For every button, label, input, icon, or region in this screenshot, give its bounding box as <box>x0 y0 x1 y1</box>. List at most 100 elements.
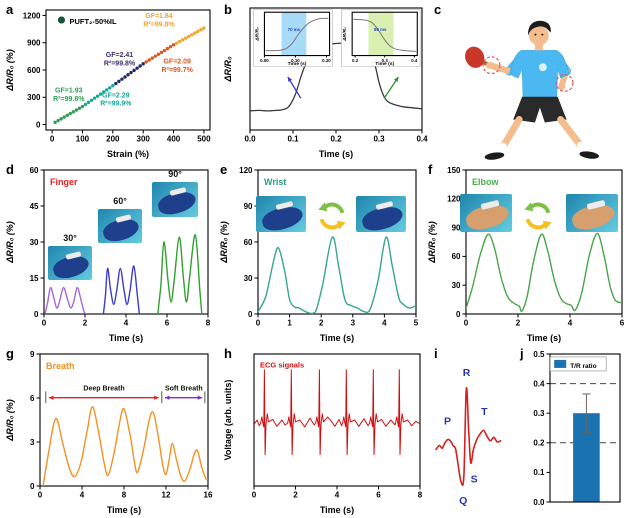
svg-text:T: T <box>481 406 488 418</box>
svg-text:60: 60 <box>452 252 461 261</box>
svg-text:0: 0 <box>50 135 55 144</box>
panel-i: i P Q R S T <box>432 346 518 516</box>
svg-text:30: 30 <box>30 238 39 247</box>
svg-text:4: 4 <box>80 491 85 500</box>
panel-letter-h: h <box>224 346 232 361</box>
svg-text:Time (s): Time (s) <box>320 505 354 515</box>
svg-text:4: 4 <box>382 319 387 328</box>
panel-letter-c: c <box>434 2 442 17</box>
finger-angle-label-30: 30° <box>63 233 77 243</box>
svg-text:60: 60 <box>244 238 253 247</box>
svg-text:90: 90 <box>244 202 253 211</box>
svg-text:0.3: 0.3 <box>382 58 389 63</box>
svg-text:0: 0 <box>36 120 41 129</box>
svg-text:15: 15 <box>30 274 39 283</box>
svg-text:Time (s): Time (s) <box>527 333 561 343</box>
svg-text:3: 3 <box>30 438 35 447</box>
svg-text:6: 6 <box>30 394 35 403</box>
panel-letter-j: j <box>520 346 524 361</box>
svg-text:90: 90 <box>452 223 461 232</box>
player-left-hand <box>558 83 566 91</box>
svg-text:0.2: 0.2 <box>330 135 342 144</box>
svg-text:1200: 1200 <box>23 11 41 20</box>
player-eye-right <box>541 33 544 36</box>
panel-h: h 0 2 4 6 8 Time (s) Voltage (arb. units) ECG s… <box>222 346 428 516</box>
svg-text:70 ms: 70 ms <box>288 27 301 32</box>
svg-text:Time (s): Time (s) <box>375 61 394 67</box>
svg-text:0.4: 0.4 <box>416 135 428 144</box>
svg-text:ΔR/R₀ (%): ΔR/R₀ (%) <box>219 221 229 264</box>
panel-letter-d: d <box>6 162 14 177</box>
svg-text:300: 300 <box>137 135 151 144</box>
svg-text:ECG signals: ECG signals <box>260 361 304 370</box>
svg-text:1: 1 <box>287 319 292 328</box>
svg-text:ΔR/R₀: ΔR/R₀ <box>342 27 348 42</box>
svg-text:8: 8 <box>122 491 127 500</box>
player-left-shoe <box>579 151 600 159</box>
svg-text:8: 8 <box>418 491 423 500</box>
player-hair <box>528 20 551 36</box>
svg-text:30: 30 <box>452 281 461 290</box>
svg-text:0.20: 0.20 <box>322 58 331 63</box>
svg-text:Wrist: Wrist <box>264 177 286 187</box>
panel-d: d 0 2 4 6 8 0 15 30 45 60 Time (s) ΔR/R₀ (%) Finger … <box>4 162 216 344</box>
svg-text:400: 400 <box>167 135 181 144</box>
svg-text:0: 0 <box>34 310 39 319</box>
svg-text:Time (s): Time (s) <box>107 505 141 515</box>
svg-text:ΔR/R₀ (%): ΔR/R₀ (%) <box>5 399 15 442</box>
svg-text:4: 4 <box>335 491 340 500</box>
wrist-photo-right <box>356 196 406 232</box>
svg-text:0.2: 0.2 <box>533 439 545 448</box>
svg-text:Voltage (arb. units): Voltage (arb. units) <box>223 380 233 461</box>
tr-ratio-bar-chart: 0.0 0.1 0.2 0.3 0.4 0.5 T/R ratio <box>533 350 621 507</box>
svg-text:3: 3 <box>351 319 356 328</box>
panel-f: f 0 2 4 6 0 30 60 90 120 150 Time (s) ΔR/R₀ (%) Elbo… <box>426 162 630 344</box>
svg-text:0.4: 0.4 <box>533 379 545 388</box>
svg-text:80 ms: 80 ms <box>374 27 387 32</box>
player-eye-left <box>534 33 537 36</box>
panel-letter-g: g <box>6 346 14 361</box>
recycle-arrows-icon <box>522 200 554 232</box>
svg-text:0: 0 <box>38 491 43 500</box>
player-right-leg <box>499 116 523 150</box>
player-left-leg <box>557 116 584 149</box>
svg-text:150: 150 <box>447 166 461 175</box>
svg-text:R: R <box>463 367 471 379</box>
finger-bending-chart: 0 2 4 6 8 0 15 30 45 60 Time (s) ΔR/R₀ (%) Finger <box>5 166 211 343</box>
svg-text:0: 0 <box>456 310 461 319</box>
svg-text:200: 200 <box>106 135 120 144</box>
svg-text:2: 2 <box>83 319 88 328</box>
svg-text:60: 60 <box>30 166 39 175</box>
panel-letter-e: e <box>220 162 228 177</box>
svg-text:4: 4 <box>124 319 129 328</box>
svg-text:2: 2 <box>293 491 298 500</box>
panel-e: e 0 1 2 3 4 5 0 30 60 90 120 Time (s) ΔR/R₀ (%) Wrist <box>218 162 424 344</box>
panel-letter-a: a <box>6 2 14 17</box>
recycle-arrows-icon <box>316 200 348 232</box>
finger-angle-label-90: 90° <box>168 169 182 179</box>
svg-text:ΔR/R₀ (%): ΔR/R₀ (%) <box>5 49 15 92</box>
svg-text:30: 30 <box>244 274 253 283</box>
panel-c: c <box>432 2 630 160</box>
player-right-sock <box>496 142 507 155</box>
svg-text:300: 300 <box>27 93 41 102</box>
svg-text:0: 0 <box>42 319 47 328</box>
ecg-pqrst-waveform: P Q R S T <box>435 367 502 507</box>
svg-text:0: 0 <box>30 482 35 491</box>
player-left-sock <box>576 141 587 154</box>
svg-text:0: 0 <box>248 310 253 319</box>
svg-text:T/R ratio: T/R ratio <box>570 363 596 370</box>
panel-a: a 0 100 200 300 400 500 0 300 600 900 1200 Strain (… <box>4 2 220 160</box>
panel-j: j 0.0 0.1 0.2 0.3 0.4 0.5 T/R ratio <box>518 346 628 516</box>
finger-photo-60deg: 60° <box>98 196 142 243</box>
svg-text:0.5: 0.5 <box>533 350 545 359</box>
svg-text:9: 9 <box>30 350 35 359</box>
table-tennis-player-illustration <box>465 20 600 160</box>
sensor-highlight-elbow-circle <box>555 73 574 92</box>
player-shorts <box>513 96 567 123</box>
